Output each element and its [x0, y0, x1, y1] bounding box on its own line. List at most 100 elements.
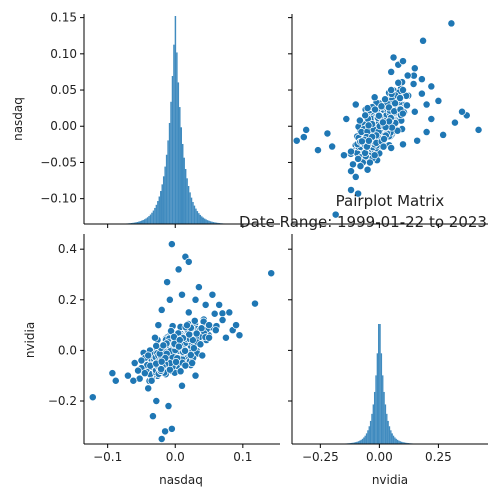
hist-bar — [202, 217, 204, 224]
hist-bar — [145, 218, 147, 224]
scatter-point — [422, 100, 431, 109]
hist-bar — [205, 219, 207, 224]
scatter-point — [174, 342, 183, 351]
hist-bar — [215, 222, 218, 224]
hist-bar — [387, 420, 389, 444]
scatter-point — [427, 115, 436, 123]
hist-bar — [369, 420, 372, 444]
scatter-point — [370, 151, 379, 160]
scatter-point — [140, 369, 149, 378]
hist-bar — [149, 214, 152, 224]
scatter-point — [403, 101, 411, 110]
scatter-point — [172, 357, 181, 366]
hist-bar — [148, 216, 150, 224]
hist-bar — [162, 176, 165, 224]
hist-bar — [398, 440, 400, 444]
scatter-point — [201, 300, 210, 309]
panel-nasdaq-hist: −0.10 −0.05 0.00 0.05 0.10 0.15 — [40, 11, 280, 228]
y-tick-label: 0.00 — [50, 119, 77, 133]
chart-title: Pairplot Matrix — [336, 192, 445, 210]
hist-bar — [388, 426, 391, 444]
scatter-point — [221, 333, 230, 342]
scatter-point — [302, 125, 311, 134]
scatter-point — [422, 128, 431, 136]
hist-bar — [173, 44, 175, 225]
scatter-point — [215, 300, 224, 309]
scatter-point — [371, 105, 379, 114]
scatter-point — [161, 427, 170, 436]
hist-bar — [189, 192, 191, 224]
hist-bar — [399, 441, 401, 444]
scatter-point — [267, 269, 276, 278]
hist-bar — [151, 212, 153, 224]
hist-bar — [352, 442, 354, 444]
scatter-point — [377, 102, 386, 111]
scatter-point — [159, 341, 168, 350]
scatter-point — [387, 144, 396, 152]
hist-bar — [139, 221, 141, 224]
hist-bar — [386, 413, 388, 444]
scatter-point — [379, 142, 388, 151]
x-tick-label: −0.25 — [302, 450, 339, 464]
scatter-point — [152, 397, 161, 405]
hist-bar — [167, 140, 169, 224]
y-tick-label: −0.05 — [40, 155, 77, 169]
x-tick-label: 0.25 — [425, 450, 452, 464]
hist-bar — [382, 375, 384, 444]
hist-bar — [390, 430, 392, 444]
scatter-point — [384, 103, 393, 112]
scatter-point — [474, 125, 483, 134]
scatter-point — [374, 111, 383, 120]
scatter-point — [378, 118, 387, 127]
scatter-point — [211, 326, 220, 335]
hist-bar — [142, 220, 144, 224]
hist-bar — [176, 52, 178, 225]
hist-bar — [186, 178, 188, 224]
scatter-point — [218, 309, 227, 318]
hist-bar — [379, 324, 381, 444]
scatter-point — [299, 133, 308, 142]
hist-bar — [133, 222, 136, 224]
hist-bar — [182, 143, 184, 224]
hist-bar — [170, 101, 172, 224]
hist-bar — [372, 404, 374, 444]
hist-bar — [364, 435, 366, 444]
hist-bar — [190, 197, 193, 224]
scatter-point — [413, 136, 422, 145]
scatter-point — [130, 359, 139, 367]
hist-bar — [357, 441, 360, 444]
scatter-point — [210, 309, 219, 318]
scatter-point — [427, 82, 436, 91]
hist-bar — [405, 442, 407, 444]
scatter-point — [417, 75, 426, 84]
scatter-point — [205, 333, 213, 342]
hist-bar — [375, 375, 377, 444]
scatter-point — [184, 257, 193, 266]
hist-bar — [403, 442, 406, 444]
hist-bar — [187, 186, 190, 224]
hist-bar — [177, 82, 180, 225]
hist-bar — [363, 437, 365, 444]
scatter-point — [163, 278, 172, 287]
scatter-point — [151, 333, 159, 342]
hist-bar — [154, 207, 156, 224]
hist-bar — [132, 222, 134, 224]
scatter-point — [218, 316, 227, 324]
scatter-point — [251, 299, 259, 308]
scatter-point — [225, 308, 234, 317]
scatter-point — [189, 344, 198, 353]
scatter-point — [190, 316, 199, 325]
scatter-point — [450, 118, 459, 127]
hist-bar — [368, 426, 370, 444]
hist-bar — [376, 353, 379, 444]
hist-bar — [392, 435, 395, 444]
scatter-point — [417, 89, 426, 98]
scatter-point — [370, 93, 379, 102]
scatter-point — [188, 359, 197, 367]
x-tick-label: −0.1 — [93, 450, 122, 464]
scatter-point — [349, 160, 357, 169]
scatter-point — [181, 361, 190, 370]
hist-bar — [365, 433, 368, 444]
scatter-point — [354, 154, 363, 163]
hist-bar — [196, 211, 199, 224]
